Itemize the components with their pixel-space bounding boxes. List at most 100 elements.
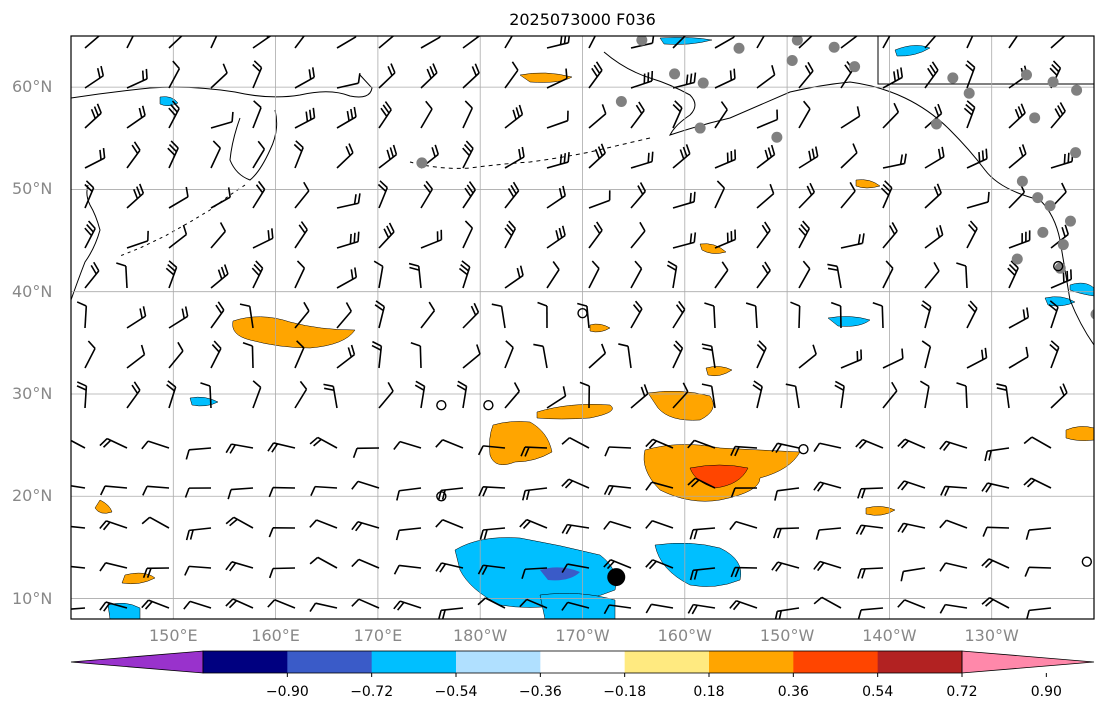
lat-label: 60°N xyxy=(12,77,53,97)
wind-barb xyxy=(730,487,758,498)
wind-barb xyxy=(393,564,422,575)
wind-barb xyxy=(714,149,737,169)
wind-barb xyxy=(294,67,316,89)
wind-barb xyxy=(1050,36,1066,49)
orange-blob xyxy=(865,506,896,516)
gray-station-marker xyxy=(1011,253,1023,265)
wind-barb xyxy=(210,222,227,249)
wind-barb xyxy=(645,519,674,529)
wind-barb xyxy=(504,146,525,169)
wind-barb xyxy=(672,36,687,49)
wind-barb xyxy=(168,341,184,369)
kamchatka-coast xyxy=(229,109,278,181)
wind-barb xyxy=(630,260,643,289)
open-circle-marker xyxy=(1081,556,1093,567)
gray-station-marker xyxy=(849,61,861,73)
wind-barb xyxy=(200,382,212,409)
gray-station-marker xyxy=(1016,175,1028,187)
wind-barb xyxy=(630,101,645,129)
darkblue-blob xyxy=(540,567,580,581)
wind-barb xyxy=(672,100,683,129)
colorbar-tick-label: −0.54 xyxy=(434,684,478,700)
gray-station-marker xyxy=(1064,215,1076,227)
wind-barb xyxy=(141,599,170,610)
wind-barb xyxy=(116,262,128,289)
wind-barb xyxy=(603,558,632,570)
wind-barb xyxy=(336,302,352,329)
wind-barb xyxy=(462,63,480,89)
wind-barb xyxy=(924,261,940,289)
gray-station-marker xyxy=(828,41,840,53)
wind-barb xyxy=(267,442,296,453)
wind-barb xyxy=(504,181,520,209)
wind-barb xyxy=(294,340,305,369)
wind-barb xyxy=(546,110,569,129)
colorbar-tick-label: 0.90 xyxy=(1030,684,1062,700)
wind-barb xyxy=(966,347,988,369)
wind-barb xyxy=(588,61,603,89)
wind-barb xyxy=(477,564,506,575)
wind-barb xyxy=(99,601,128,612)
wind-barb xyxy=(378,144,398,169)
wind-barb xyxy=(981,482,1010,493)
wind-barb xyxy=(242,341,254,369)
wind-barb xyxy=(126,344,146,369)
wind-barb xyxy=(462,100,473,129)
wind-barb xyxy=(533,343,548,369)
blue-blob xyxy=(894,45,931,57)
wind-barb xyxy=(126,306,147,329)
gray-station-marker xyxy=(733,42,745,54)
wind-barb xyxy=(462,220,474,249)
lon-label: 140°W xyxy=(862,626,917,645)
wind-barb xyxy=(126,36,134,49)
colorbar-tick-label: 0.18 xyxy=(693,684,725,700)
wind-barb xyxy=(309,556,338,569)
wind-barb xyxy=(857,487,884,499)
wind-barb xyxy=(1008,307,1030,329)
lat-label: 10°N xyxy=(12,588,53,608)
gray-station-marker xyxy=(963,87,975,99)
wind-barb xyxy=(645,438,674,449)
wind-barb xyxy=(815,527,842,540)
wind-barb xyxy=(1007,260,1019,289)
wind-barb xyxy=(435,519,464,529)
wind-barb xyxy=(687,477,716,489)
wind-barb xyxy=(689,567,716,581)
wind-barb xyxy=(435,439,464,449)
wind-barb xyxy=(252,36,272,49)
wind-barb xyxy=(546,185,567,209)
gray-station-marker xyxy=(694,122,706,134)
colorbar xyxy=(70,650,1095,677)
wind-barb xyxy=(491,303,506,329)
orange-blob xyxy=(94,499,113,514)
wind-barb xyxy=(672,72,697,89)
wind-barb xyxy=(294,36,306,49)
wind-barb xyxy=(882,348,904,369)
gray-station-marker xyxy=(416,157,428,169)
wind-barb xyxy=(504,340,514,369)
wind-barb xyxy=(561,523,590,535)
wind-barb xyxy=(1023,477,1052,489)
gray-station-marker xyxy=(615,95,627,107)
wind-barb xyxy=(420,229,443,249)
wind-barb xyxy=(410,341,422,369)
orange-blob xyxy=(589,323,611,333)
wind-barb xyxy=(462,344,481,369)
gray-station-marker xyxy=(1032,192,1044,204)
gray-station-marker xyxy=(786,55,798,67)
wind-barb xyxy=(142,485,170,496)
lat-label: 50°N xyxy=(12,179,53,199)
wind-barb xyxy=(645,603,674,614)
gray-station-marker xyxy=(1090,309,1094,320)
gray-station-marker xyxy=(771,131,783,143)
gray-station-marker xyxy=(1037,226,1049,238)
wind-barb xyxy=(897,599,926,609)
wind-barb xyxy=(71,525,86,529)
wind-barb xyxy=(504,220,517,249)
wind-barb xyxy=(872,302,884,329)
wind-barb xyxy=(546,152,570,169)
wind-barb xyxy=(966,148,988,169)
wind-barb xyxy=(225,598,254,609)
wind-barb xyxy=(996,383,1010,409)
wind-barb xyxy=(672,232,697,249)
